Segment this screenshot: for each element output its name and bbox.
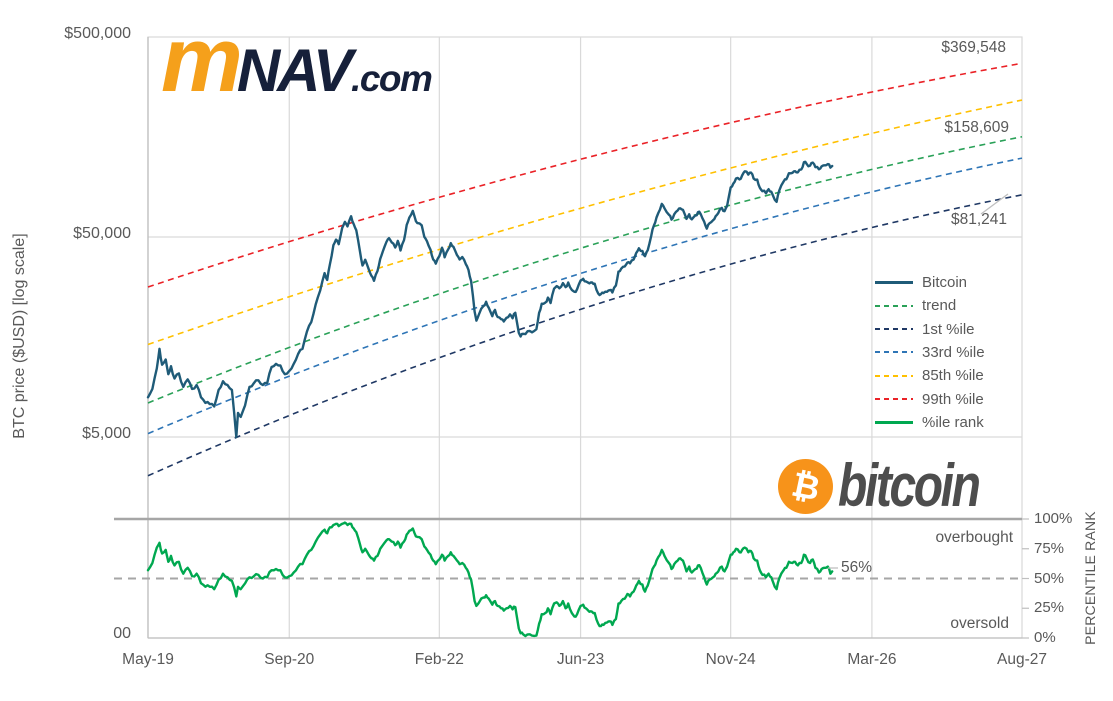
legend-item--ile-rank: %ile rank — [875, 411, 984, 434]
annotation-99th-price: $369,548 — [941, 39, 1006, 56]
legend-item-99th-ile: 99th %ile — [875, 388, 984, 411]
bitcoin-logo-text: bitcoin — [838, 452, 981, 519]
mnav-logo-m: m — [161, 9, 243, 111]
annotation-leader-line — [980, 193, 1009, 215]
legend-label: 1st %ile — [922, 320, 975, 338]
band-85th-ile — [147, 99, 1023, 346]
legend-item-trend: trend — [875, 294, 956, 317]
time-tick-label: Aug-27 — [997, 651, 1047, 668]
legend-item-bitcoin: Bitcoin — [875, 271, 967, 294]
legend-item-1st-ile: 1st %ile — [875, 318, 975, 341]
mnav-logo-tld: .com — [351, 58, 433, 99]
legend-label: Bitcoin — [922, 274, 968, 291]
rank-tick-label: 25% — [1034, 599, 1065, 617]
time-tick-label: Jun-23 — [556, 651, 605, 668]
legend-label: 85th %ile — [922, 367, 984, 385]
bitcoin-b-symbol: ₿ — [787, 464, 824, 509]
rank-tick-label: 50% — [1034, 569, 1065, 587]
price-tick-label: $5,000 — [82, 425, 131, 442]
band-99th-ile — [147, 62, 1023, 288]
annotation-1st-price: $81,241 — [950, 211, 1007, 228]
legend-label: 33rd %ile — [922, 343, 985, 361]
annotation-trend-price: $158,609 — [944, 119, 1009, 136]
legend-item-85th-ile: 85th %ile — [875, 364, 984, 387]
time-tick-label: Nov-24 — [705, 651, 756, 668]
price-tick-label: 00 — [113, 625, 131, 642]
mnav-logo: m NAV .com — [161, 9, 433, 111]
legend-line-sample — [875, 420, 913, 424]
legend-label: trend — [922, 297, 957, 315]
price-axis-title: BTC price ($USD) [log scale] — [11, 233, 28, 439]
legend-line-sample — [875, 281, 913, 284]
legend-item-33rd-ile: 33rd %ile — [875, 341, 985, 364]
band-1st-ile — [147, 194, 1023, 477]
legend-line-sample — [875, 374, 913, 377]
band-trend — [147, 135, 1023, 404]
bitcoin-coin-icon: ₿ — [778, 459, 833, 514]
current-rank-label: 56% — [841, 559, 873, 576]
time-tick-label: Feb-22 — [414, 651, 464, 668]
price-tick-label: $500,000 — [64, 25, 131, 42]
rank-tick-label: 75% — [1034, 539, 1065, 557]
price-tick-label: $50,000 — [73, 225, 131, 242]
rank-tick-label: 100% — [1034, 510, 1073, 527]
time-tick-label: May-19 — [122, 651, 174, 668]
mnav-logo-nav: NAV — [236, 37, 353, 104]
legend-line-sample — [875, 328, 913, 331]
rank-tick-label: 0% — [1034, 629, 1056, 646]
legend-line-sample — [875, 351, 913, 354]
rank-axis-title: PERCENTILE RANK — [1082, 511, 1098, 645]
time-tick-label: Mar-26 — [847, 651, 897, 668]
legend-line-sample — [875, 398, 913, 400]
bitcoin-price-line — [146, 160, 834, 439]
oversold-label: oversold — [950, 615, 1009, 632]
legend-line-sample — [875, 304, 913, 307]
overbought-label: overbought — [935, 529, 1013, 546]
legend-label: %ile rank — [922, 413, 984, 431]
percentile-rank-line — [146, 521, 834, 638]
legend-label: 99th %ile — [922, 390, 984, 408]
band-33rd-ile — [147, 157, 1023, 435]
time-tick-label: Sep-20 — [264, 651, 315, 668]
